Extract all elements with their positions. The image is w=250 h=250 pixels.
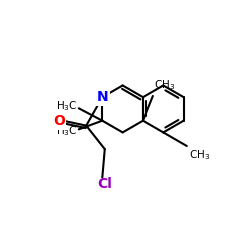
Text: H$_3$C: H$_3$C bbox=[56, 124, 78, 138]
Text: N: N bbox=[96, 90, 108, 104]
Text: CH$_3$: CH$_3$ bbox=[189, 148, 210, 162]
Text: Cl: Cl bbox=[97, 177, 112, 191]
Text: O: O bbox=[53, 114, 65, 128]
Text: CH$_3$: CH$_3$ bbox=[154, 78, 175, 92]
Text: H$_3$C: H$_3$C bbox=[56, 100, 78, 113]
